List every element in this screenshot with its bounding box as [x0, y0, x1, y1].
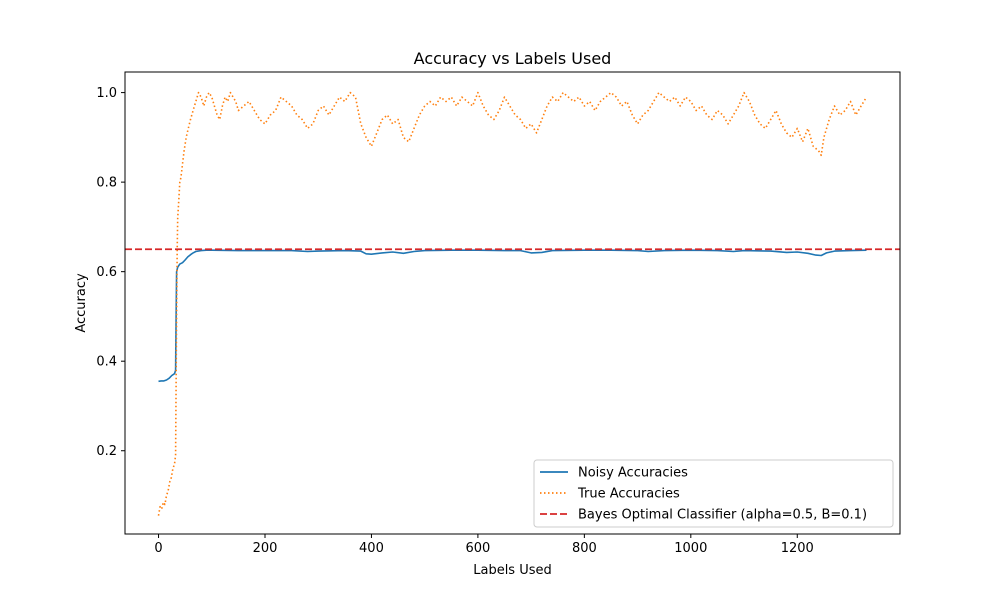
- y-tick-label: 0.8: [96, 176, 117, 191]
- x-tick-label: 400: [359, 541, 384, 556]
- y-tick-label: 0.2: [96, 444, 117, 459]
- x-axis-label: Labels Used: [473, 563, 552, 578]
- y-axis-label: Accuracy: [74, 273, 89, 333]
- plot-frame: [124, 71, 901, 535]
- legend-label: Bayes Optimal Classifier (alpha=0.5, B=0…: [578, 508, 867, 523]
- x-tick-label: 0: [154, 541, 162, 556]
- x-tick-label: 600: [465, 541, 490, 556]
- legend-label: Noisy Accuracies: [578, 466, 688, 481]
- series-line-2: [157, 91, 868, 516]
- y-tick-label: 0.6: [96, 265, 117, 280]
- x-axis: 0 200 400 600 800 1000 1200: [154, 534, 814, 556]
- x-tick-label: 800: [572, 541, 597, 556]
- series-layer: [125, 91, 900, 516]
- y-axis: 0.2 0.4 0.6 0.8 1.0: [96, 86, 125, 459]
- x-tick-label: 1000: [674, 541, 707, 556]
- legend: Noisy Accuracies True Accuracies Bayes Opt…: [533, 459, 894, 528]
- x-tick-label: 1200: [781, 541, 814, 556]
- legend-label: True Accuracies: [577, 487, 680, 502]
- chart-title: Accuracy vs Labels Used: [414, 49, 612, 68]
- plot-area: [124, 71, 901, 535]
- legend-box: [533, 459, 894, 528]
- y-tick-label: 0.4: [96, 355, 117, 370]
- y-tick-label: 1.0: [96, 86, 117, 101]
- x-tick-label: 200: [253, 541, 278, 556]
